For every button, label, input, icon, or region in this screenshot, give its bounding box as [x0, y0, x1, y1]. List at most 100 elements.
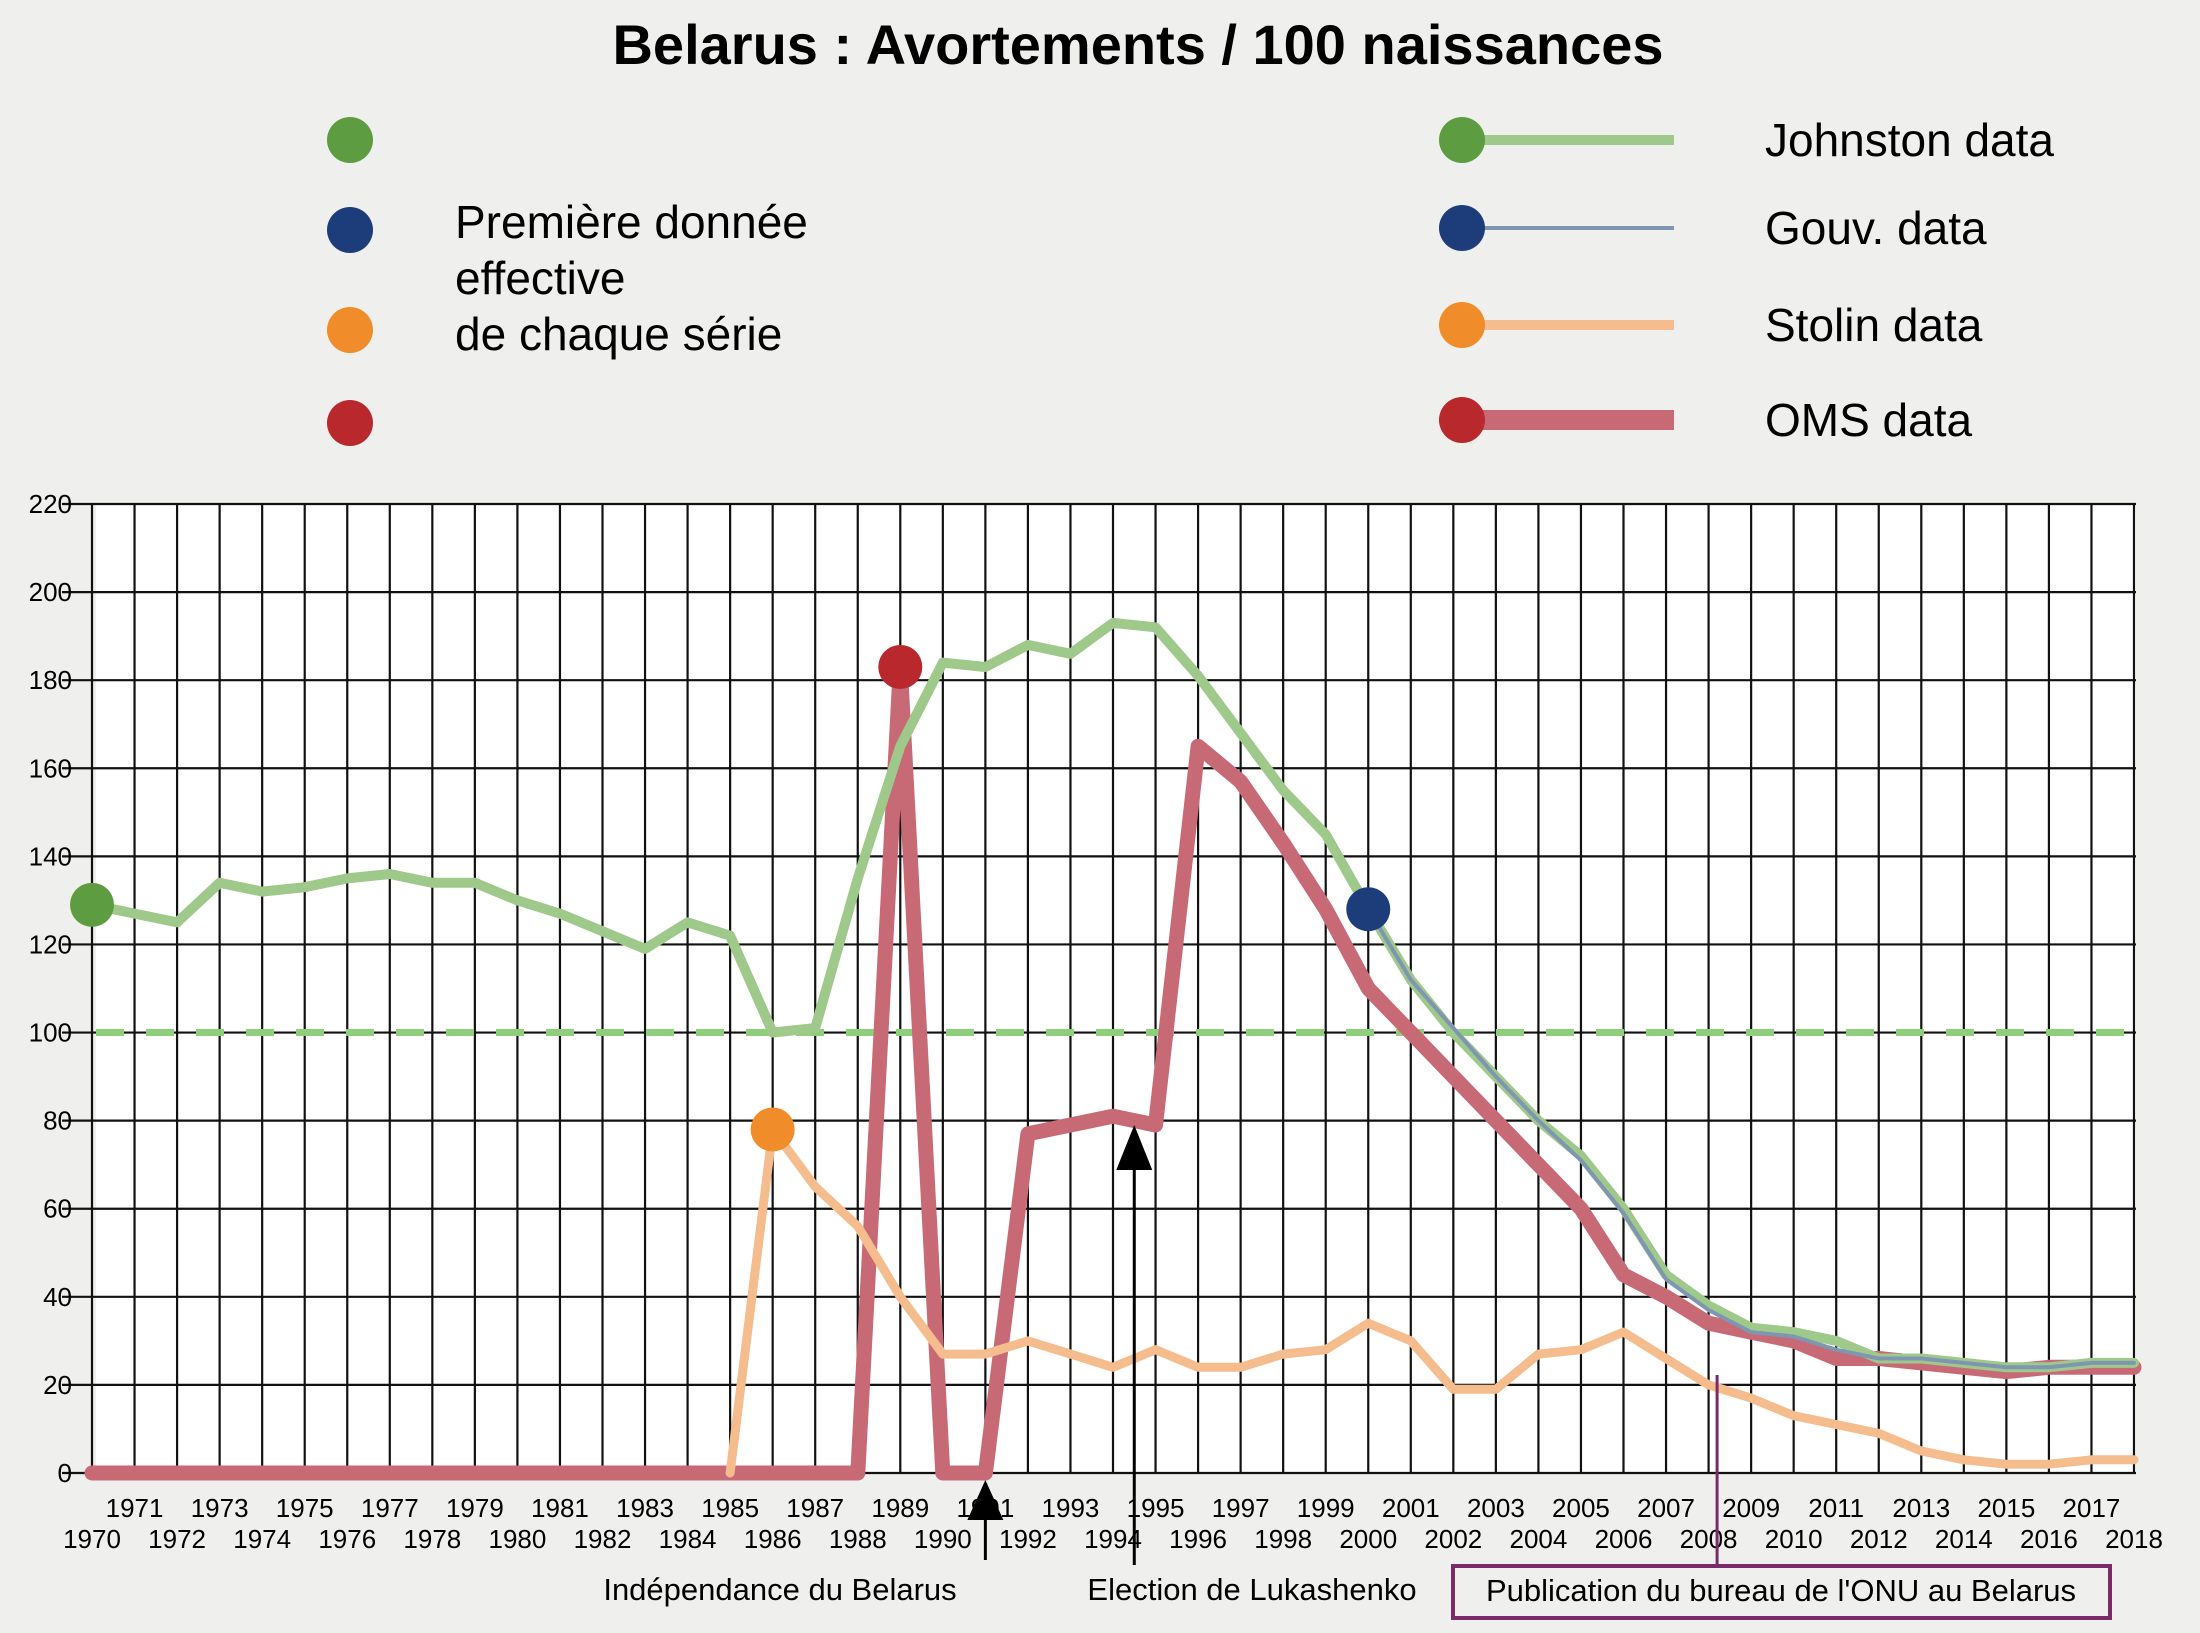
x-tick-label: 1977	[361, 1493, 419, 1523]
legend-note-line: de chaque série	[455, 308, 782, 360]
x-tick-label: 1971	[106, 1493, 164, 1523]
x-tick-label: 2003	[1467, 1493, 1525, 1523]
y-tick-label: 120	[29, 929, 72, 959]
annotation-arrowhead	[1116, 1125, 1153, 1170]
x-tick-label: 1987	[786, 1493, 844, 1523]
y-tick-label: 180	[29, 665, 72, 695]
x-tick-label: 1970	[63, 1524, 121, 1554]
annotations: Indépendance du Belarus Election de Lukas…	[603, 1125, 2112, 1620]
x-tick-label: 1979	[446, 1493, 504, 1523]
legend-marker	[1439, 117, 1485, 163]
x-tick-label: 1985	[701, 1493, 759, 1523]
x-tick-label: 2017	[2063, 1493, 2121, 1523]
x-tick-label: 1980	[488, 1524, 546, 1554]
x-tick-label: 2005	[1552, 1493, 1610, 1523]
x-tick-label: 2015	[1977, 1493, 2035, 1523]
x-tick-label: 2010	[1765, 1524, 1823, 1554]
x-tick-label: 1982	[574, 1524, 632, 1554]
first-point-marker-johnston-data	[70, 882, 114, 927]
chart-grid	[62, 502, 2136, 1475]
x-tick-label: 2016	[2020, 1524, 2078, 1554]
x-tick-label: 1998	[1254, 1524, 1312, 1554]
annotation-label: Election de Lukashenko	[1087, 1572, 1416, 1607]
series-line-gouv-data	[1366, 907, 2136, 1370]
x-tick-label: 1994	[1084, 1524, 1142, 1554]
x-tick-label: 1972	[148, 1524, 206, 1554]
x-tick-label: 1986	[744, 1524, 802, 1554]
x-tick-label: 1976	[318, 1524, 376, 1554]
series-layer	[84, 617, 2142, 1481]
x-tick-label: 2002	[1424, 1524, 1482, 1554]
x-tick-label: 2012	[1850, 1524, 1908, 1554]
x-tick-label: 2007	[1637, 1493, 1695, 1523]
legend-label: Stolin data	[1765, 299, 1983, 351]
x-tick-label: 2008	[1680, 1524, 1738, 1554]
x-tick-label: 1989	[871, 1493, 929, 1523]
y-tick-label: 220	[29, 489, 72, 519]
x-tick-label: 1978	[403, 1524, 461, 1554]
x-tick-label: 1992	[999, 1524, 1057, 1554]
y-tick-label: 0	[58, 1458, 72, 1488]
y-tick-label: 140	[29, 841, 72, 871]
x-tick-label: 2014	[1935, 1524, 1993, 1554]
x-tick-label: 2009	[1722, 1493, 1780, 1523]
annotation-arrowhead	[967, 1480, 1004, 1520]
x-tick-label: 2000	[1339, 1524, 1397, 1554]
legend-first-point-marker	[327, 117, 373, 163]
x-axis: 1971 1973 1975 1977 1979 1981 1983 1985 1987 1989…	[63, 1493, 2163, 1554]
y-tick-label: 160	[29, 753, 72, 783]
x-tick-label: 2001	[1382, 1493, 1440, 1523]
x-tick-label: 2011	[1808, 1493, 1864, 1523]
series-line-oms-data	[84, 659, 2142, 1481]
first-point-marker-gouv-data	[1346, 887, 1391, 932]
x-tick-label: 1975	[276, 1493, 334, 1523]
x-tick-label: 1995	[1127, 1493, 1185, 1523]
x-tick-label: 1997	[1212, 1493, 1270, 1523]
y-axis: 0 20 40 60 80 100 120 140 160 180 200 220	[29, 489, 72, 1488]
x-tick-label: 1981	[531, 1493, 589, 1523]
series-line-stolin-data	[725, 1124, 2139, 1478]
x-tick-label: 2006	[1595, 1524, 1653, 1554]
y-tick-label: 200	[29, 577, 72, 607]
first-point-markers	[70, 644, 1391, 1152]
x-tick-label: 2018	[2105, 1524, 2163, 1554]
legend-first-point-marker	[327, 207, 373, 253]
x-tick-label: 1990	[914, 1524, 972, 1554]
legend-note-line: Première donnée	[455, 196, 808, 248]
legend-first-points	[327, 117, 373, 446]
x-tick-label: 1988	[829, 1524, 887, 1554]
annotation-box	[1451, 1564, 2112, 1620]
annotation-label: Indépendance du Belarus	[603, 1572, 956, 1607]
legend-marker	[1439, 302, 1485, 348]
legend-label: Gouv. data	[1765, 202, 1987, 254]
y-tick-label: 20	[43, 1370, 72, 1400]
legend-label: Johnston data	[1765, 114, 2054, 166]
legend-note-line: effective	[455, 252, 625, 304]
legend-label: OMS data	[1765, 394, 1973, 446]
chart-title: Belarus : Avortements / 100 naissances	[612, 13, 1663, 76]
x-tick-label: 1993	[1042, 1493, 1100, 1523]
legend-series: Johnston data Gouv. data Stolin data OMS da…	[1439, 114, 2054, 446]
y-tick-label: 80	[43, 1106, 72, 1136]
x-tick-label: 1984	[659, 1524, 717, 1554]
series-line-johnston-data	[87, 617, 2139, 1373]
y-tick-label: 40	[43, 1282, 72, 1312]
y-tick-label: 100	[29, 1018, 72, 1048]
legend-note: Première donnée effective de chaque série	[455, 196, 808, 360]
legend-first-point-marker	[327, 307, 373, 353]
x-tick-label: 1973	[191, 1493, 249, 1523]
legend-marker	[1439, 205, 1485, 251]
legend-marker	[1439, 397, 1485, 443]
first-point-marker-stolin-data	[750, 1107, 795, 1152]
legend-first-point-marker	[327, 400, 373, 446]
x-tick-label: 1999	[1297, 1493, 1355, 1523]
x-tick-label: 1983	[616, 1493, 674, 1523]
first-point-marker-oms-data	[878, 644, 923, 689]
y-tick-label: 60	[43, 1194, 72, 1224]
plot-area	[96, 504, 2136, 1473]
x-tick-label: 1996	[1169, 1524, 1227, 1554]
annotation-label: Publication du bureau de l'ONU au Belaru…	[1486, 1573, 2076, 1608]
x-tick-label: 2004	[1509, 1524, 1567, 1554]
x-tick-label: 1974	[233, 1524, 291, 1554]
